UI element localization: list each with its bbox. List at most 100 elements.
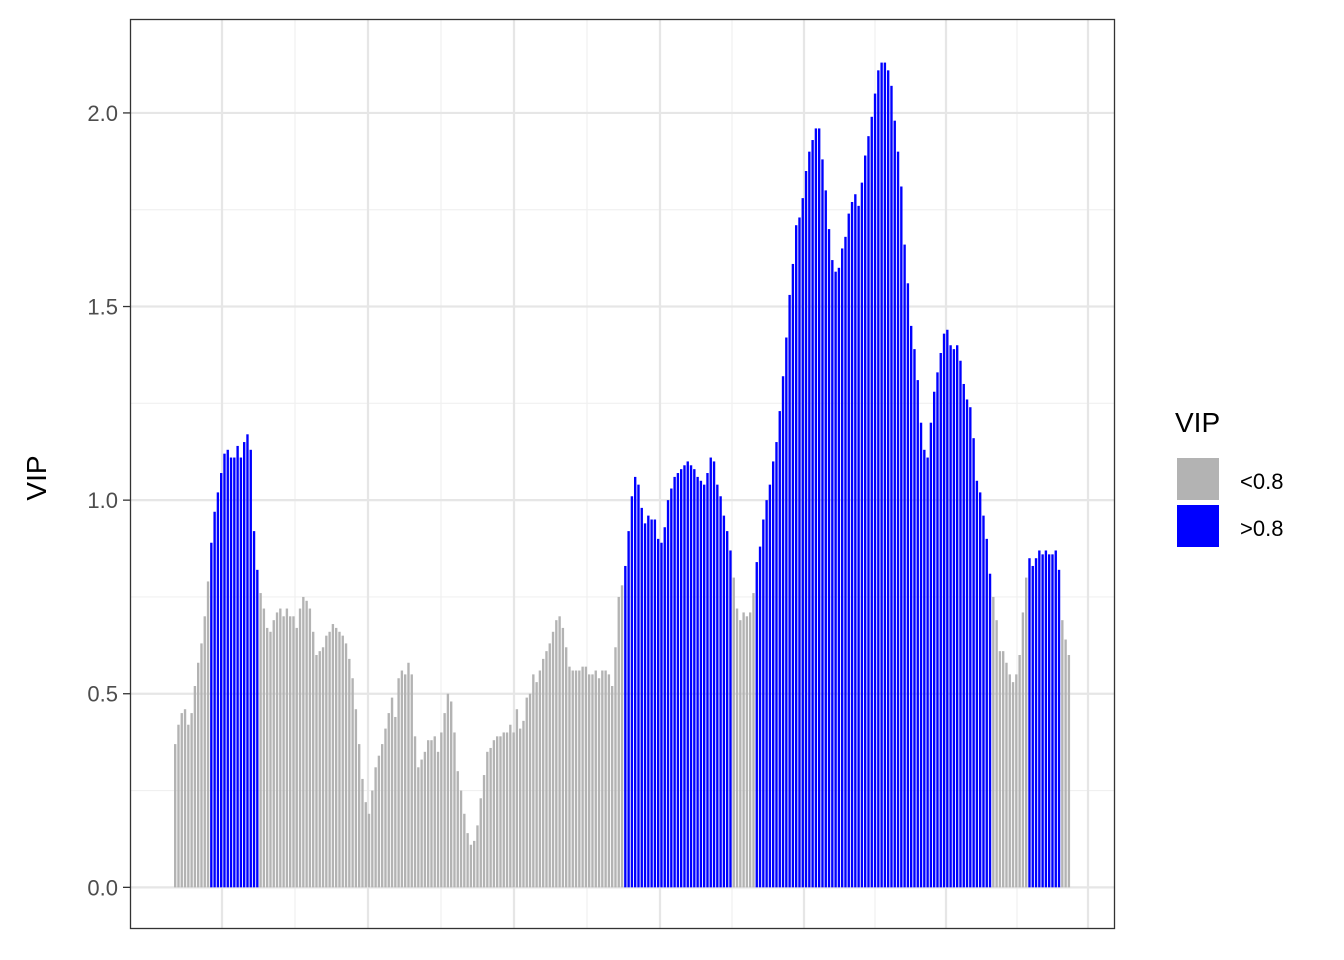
bar xyxy=(827,229,831,888)
bar xyxy=(335,627,338,888)
bar xyxy=(873,93,877,888)
bar xyxy=(709,457,712,888)
bar xyxy=(926,457,929,888)
bar xyxy=(765,500,768,888)
bar xyxy=(758,546,762,888)
bar xyxy=(755,562,758,888)
bar xyxy=(338,631,341,888)
bar xyxy=(246,434,249,888)
bar xyxy=(712,461,716,888)
bar xyxy=(305,600,308,888)
bar xyxy=(410,674,413,888)
bar xyxy=(466,833,469,888)
bar xyxy=(719,496,722,888)
bar xyxy=(785,337,788,888)
bar xyxy=(463,813,466,888)
bar xyxy=(1034,558,1038,888)
y-tick-label: 0.0 xyxy=(87,875,118,900)
bar xyxy=(1008,674,1011,888)
bar xyxy=(818,128,821,888)
bar xyxy=(1061,620,1064,888)
bar xyxy=(1002,651,1005,888)
bar xyxy=(292,616,295,888)
bar xyxy=(367,813,371,888)
bar xyxy=(377,755,381,888)
bar xyxy=(627,531,630,888)
bar xyxy=(959,360,962,888)
bar xyxy=(259,593,262,888)
bar xyxy=(331,624,335,888)
bar xyxy=(282,616,285,888)
bar xyxy=(243,442,246,888)
bar xyxy=(703,484,706,888)
bar xyxy=(275,612,279,888)
bar xyxy=(630,496,634,888)
bar xyxy=(456,771,459,888)
bar xyxy=(683,465,686,888)
bar xyxy=(706,473,709,888)
bar xyxy=(381,744,384,888)
bar xyxy=(680,469,683,888)
bar xyxy=(1031,565,1034,888)
bar xyxy=(699,480,703,888)
bar xyxy=(203,616,206,888)
bar xyxy=(473,840,476,888)
bar xyxy=(210,542,213,888)
bar xyxy=(1005,662,1008,888)
bar xyxy=(476,825,479,888)
bar xyxy=(969,407,972,888)
bar xyxy=(808,151,811,888)
bar xyxy=(515,709,519,888)
bar xyxy=(512,732,515,888)
bar xyxy=(565,647,568,888)
bar xyxy=(496,736,499,888)
bar xyxy=(693,469,696,888)
bar xyxy=(913,349,916,888)
bar xyxy=(341,635,344,888)
bar xyxy=(772,461,775,888)
bar xyxy=(574,670,578,888)
bar xyxy=(781,376,785,888)
bar xyxy=(239,457,243,888)
bar xyxy=(252,531,256,888)
bar xyxy=(611,686,614,888)
bar xyxy=(436,751,440,888)
bar xyxy=(407,662,410,888)
legend-key-above xyxy=(1177,505,1219,547)
bar xyxy=(446,693,450,888)
bar xyxy=(229,457,233,888)
bar xyxy=(390,697,394,888)
bar xyxy=(716,484,719,888)
bar xyxy=(279,608,282,888)
bar xyxy=(732,577,735,888)
bar xyxy=(1057,569,1061,888)
bar xyxy=(174,744,177,888)
bar xyxy=(555,620,558,888)
bar xyxy=(601,670,604,888)
bar xyxy=(597,678,601,888)
bar xyxy=(538,670,542,888)
bar xyxy=(1038,550,1041,888)
bar xyxy=(850,201,854,888)
bar xyxy=(637,484,640,888)
bar xyxy=(624,565,627,888)
y-axis: 0.0 0.5 1.0 1.5 2.0 xyxy=(87,101,131,900)
bar xyxy=(308,608,312,888)
bar xyxy=(837,267,841,888)
y-tick-label: 2.0 xyxy=(87,101,118,126)
y-axis-title: VIP xyxy=(21,455,52,500)
bar xyxy=(604,670,607,888)
bar xyxy=(505,732,509,888)
bar xyxy=(883,62,887,888)
bar xyxy=(975,480,979,888)
bar xyxy=(729,550,732,888)
bar xyxy=(660,542,663,888)
bar xyxy=(459,790,463,888)
bar xyxy=(584,666,588,888)
bar xyxy=(778,411,781,888)
bar xyxy=(893,120,896,888)
bar xyxy=(919,422,923,888)
bar xyxy=(956,345,959,888)
bar xyxy=(417,767,420,888)
